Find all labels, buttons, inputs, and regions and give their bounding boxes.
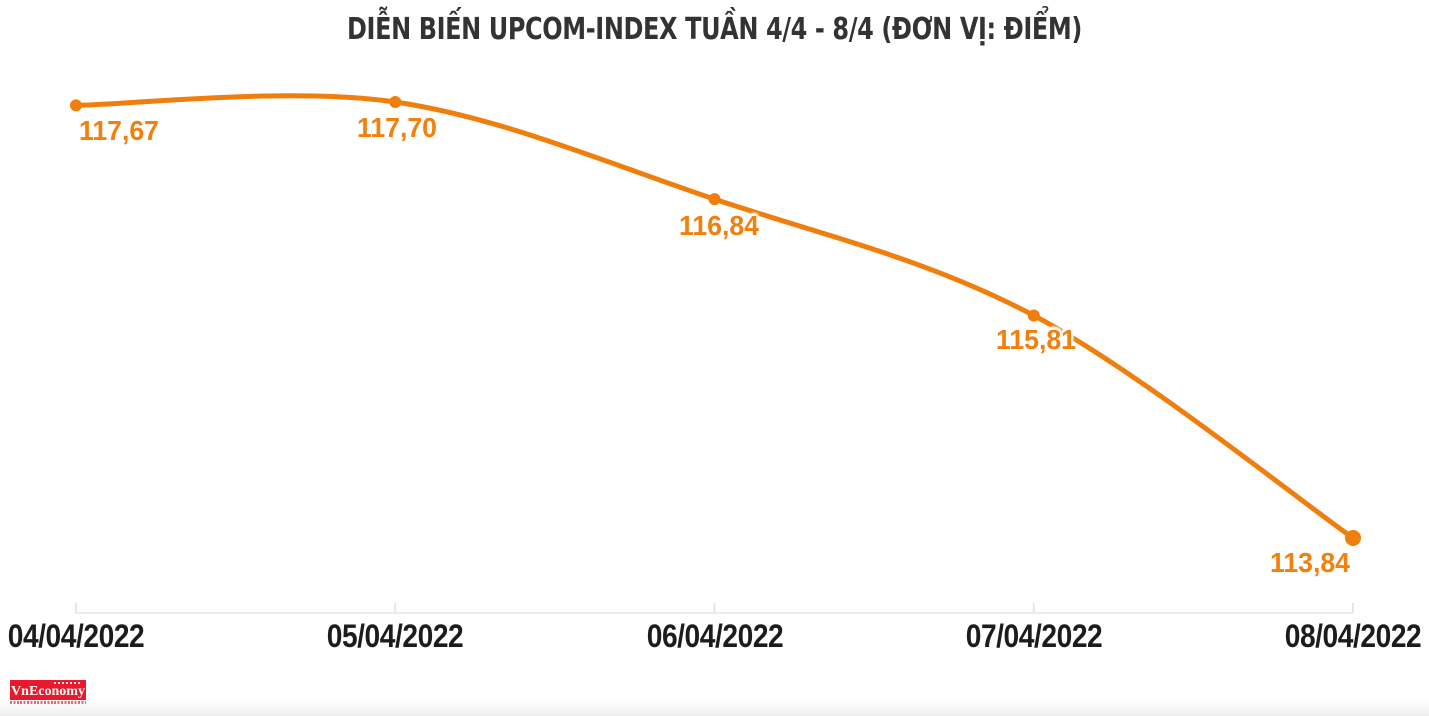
data-point [1345,529,1361,546]
index-line [73,93,1356,541]
point-label: 113,84 [1270,546,1350,578]
bottom-fade [0,700,1429,716]
data-point [1027,309,1040,322]
logo-box: VnEconomy [10,680,86,700]
point-label: 117,70 [357,112,438,143]
point-label: 115,81 [995,324,1076,356]
data-point [70,99,82,112]
data-point [389,96,402,108]
x-axis-label: 08/04/2022 [1284,618,1422,654]
x-axis-label: 06/04/2022 [646,618,783,654]
logo-text: VnEconomy [11,684,85,699]
point-label: 117,67 [79,115,159,147]
point-label: 116,84 [678,210,759,242]
x-axis-label: 04/04/2022 [7,618,145,654]
chart-title: DIỄN BIẾN UPCOM-INDEX TUẦN 4/4 - 8/4 (ĐƠ… [347,12,1082,47]
x-axis-label: 05/04/2022 [326,618,464,654]
data-point [708,193,721,206]
x-axis-label: 07/04/2022 [965,618,1103,654]
